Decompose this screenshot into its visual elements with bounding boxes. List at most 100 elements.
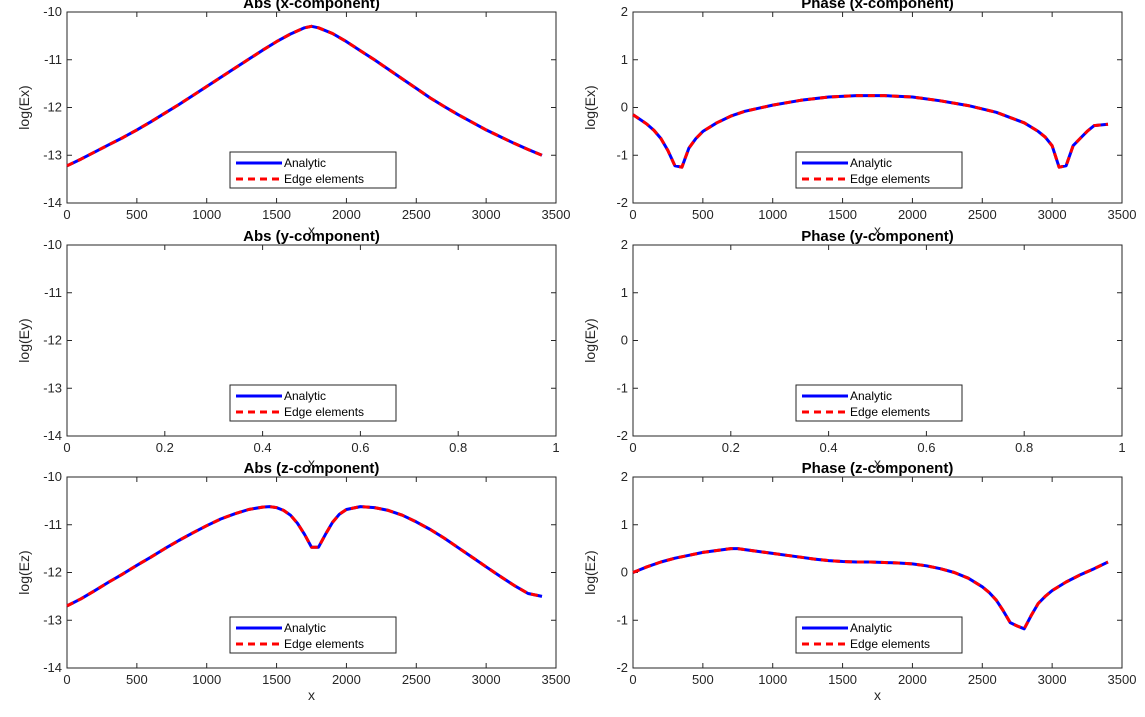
series-line-edge-elements <box>66 24 543 168</box>
y-tick-label: 2 <box>621 237 628 252</box>
y-axis-label: log(Ez) <box>16 550 32 594</box>
x-tick-label: 1000 <box>192 672 221 687</box>
x-tick-label: 2000 <box>332 672 361 687</box>
y-axis-label: log(Ey) <box>16 318 32 362</box>
legend-box <box>795 151 963 189</box>
chart-title: Phase (x-component) <box>801 0 954 12</box>
x-tick-label: 0.8 <box>449 440 467 455</box>
chart-title: Abs (z-component) <box>244 460 380 477</box>
x-tick-label: 2500 <box>968 672 997 687</box>
y-axis-label: log(Ez) <box>582 550 598 594</box>
x-tick-label: 2500 <box>402 207 431 222</box>
y-tick-label: -2 <box>616 660 628 675</box>
y-tick-label: 2 <box>621 4 628 19</box>
chart-panel-6: Phase (z-component) 0 500 1000 1500 2000 2500 3… <box>582 460 1136 703</box>
y-tick-label: -12 <box>43 565 62 580</box>
y-tick-label: 1 <box>621 52 628 67</box>
y-axis-label: log(Ex) <box>16 85 32 129</box>
y-tick-label: -11 <box>44 285 62 300</box>
x-tick-label: 1 <box>552 440 559 455</box>
x-tick-label: 0.6 <box>917 440 935 455</box>
chart-title: Abs (y-component) <box>243 228 380 245</box>
chart-title: Abs (x-component) <box>243 0 380 12</box>
x-tick-label: 2500 <box>968 207 997 222</box>
x-tick-label: 3500 <box>542 672 571 687</box>
legend-label-analytic: Analytic <box>284 156 326 170</box>
y-tick-label: -12 <box>43 100 62 115</box>
x-tick-label: 0 <box>63 440 70 455</box>
x-tick-label: 0.2 <box>722 440 740 455</box>
y-tick-label: -1 <box>616 612 628 627</box>
x-tick-label: 1000 <box>758 207 787 222</box>
x-tick-label: 1500 <box>262 672 291 687</box>
legend-label-analytic: Analytic <box>284 621 326 635</box>
x-tick-label: 500 <box>692 672 714 687</box>
chart-title: Phase (y-component) <box>801 228 954 245</box>
legend-label-edge-elements: Edge elements <box>284 172 364 186</box>
y-tick-label: 0 <box>621 565 628 580</box>
legend-label-edge-elements: Edge elements <box>850 405 930 419</box>
y-tick-label: -13 <box>43 612 62 627</box>
x-tick-label: 1000 <box>192 207 221 222</box>
x-axis-label: x <box>874 222 881 238</box>
x-tick-label: 1000 <box>758 672 787 687</box>
y-tick-label: -14 <box>43 660 62 675</box>
x-tick-label: 0.4 <box>820 440 838 455</box>
x-tick-label: 2500 <box>402 672 431 687</box>
x-tick-label: 3500 <box>542 207 571 222</box>
x-tick-label: 1 <box>1118 440 1125 455</box>
chart-panel-2: Phase (x-component) 0 500 1000 1500 2000 2500 3… <box>582 0 1136 238</box>
x-tick-label: 3000 <box>1038 207 1067 222</box>
x-tick-label: 3500 <box>1108 672 1137 687</box>
y-tick-label: 2 <box>621 469 628 484</box>
y-tick-label: 1 <box>621 517 628 532</box>
legend: Analytic Edge elements <box>229 151 397 189</box>
y-tick-label: -10 <box>43 237 62 252</box>
legend-label-analytic: Analytic <box>284 389 326 403</box>
x-tick-label: 0.6 <box>351 440 369 455</box>
legend-label-edge-elements: Edge elements <box>850 172 930 186</box>
series-line-edge-elements <box>632 547 1109 631</box>
series-line-edge-elements <box>632 94 1109 169</box>
x-axis-label: x <box>874 455 881 471</box>
x-tick-label: 3000 <box>472 672 501 687</box>
x-tick-label: 2000 <box>898 672 927 687</box>
x-tick-label: 1500 <box>828 207 857 222</box>
legend-label-analytic: Analytic <box>850 389 892 403</box>
x-tick-label: 3000 <box>1038 672 1067 687</box>
y-tick-label: -13 <box>43 147 62 162</box>
x-tick-label: 500 <box>692 207 714 222</box>
x-tick-label: 0 <box>63 672 70 687</box>
x-tick-label: 2000 <box>332 207 361 222</box>
y-tick-label: -11 <box>44 52 62 67</box>
x-tick-label: 1500 <box>828 672 857 687</box>
legend-label-edge-elements: Edge elements <box>284 637 364 651</box>
x-tick-label: 3000 <box>472 207 501 222</box>
legend-box <box>229 151 397 189</box>
legend-label-edge-elements: Edge elements <box>284 405 364 419</box>
x-tick-label: 2000 <box>898 207 927 222</box>
x-tick-label: 0.8 <box>1015 440 1033 455</box>
x-axis-label: x <box>874 687 881 703</box>
legend-label-analytic: Analytic <box>850 156 892 170</box>
legend: Analytic Edge elements <box>229 384 397 422</box>
y-tick-label: -14 <box>43 428 62 443</box>
x-tick-label: 0 <box>629 672 636 687</box>
y-tick-label: -14 <box>43 195 62 210</box>
y-tick-label: -10 <box>43 469 62 484</box>
x-axis-label: x <box>308 455 315 471</box>
y-tick-label: -11 <box>44 517 62 532</box>
x-tick-label: 3500 <box>1108 207 1137 222</box>
x-axis-label: x <box>308 687 315 703</box>
x-tick-label: 0 <box>629 440 636 455</box>
y-tick-label: 1 <box>621 285 628 300</box>
legend-box <box>795 616 963 654</box>
legend: Analytic Edge elements <box>795 151 963 189</box>
y-tick-label: 0 <box>621 333 628 348</box>
chart-panel-1: Abs (x-component) 0 500 1000 1500 2000 2500 300… <box>16 0 570 238</box>
legend: Analytic Edge elements <box>229 616 397 654</box>
series-line-analytic <box>66 505 543 608</box>
chart-panel-5: Abs (z-component) 0 500 1000 1500 2000 2500 300… <box>16 460 570 703</box>
y-tick-label: -2 <box>616 428 628 443</box>
